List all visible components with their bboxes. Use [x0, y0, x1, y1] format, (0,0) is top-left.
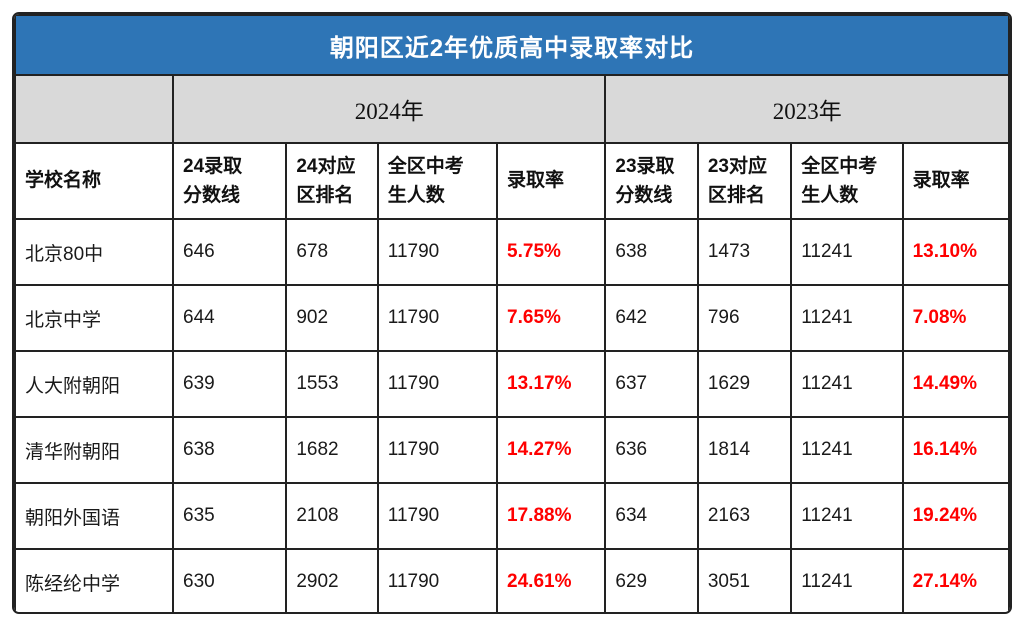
rank-cell: 1629 [696, 350, 793, 418]
rank-cell: 1682 [285, 416, 379, 484]
score-cell: 637 [604, 350, 699, 418]
page-title: 朝阳区近2年优质高中录取率对比 [14, 14, 1010, 76]
school-name-cell: 北京80中 [14, 218, 175, 286]
rank-cell: 1473 [696, 218, 793, 286]
header-school-name: 学校名称 [14, 142, 175, 220]
header-district-rank-24: 24对应 区排名 [285, 142, 379, 220]
rate-cell: 13.10% [901, 218, 1010, 286]
school-name-cell: 清华附朝阳 [14, 416, 175, 484]
table-row: 北京中学 644 902 11790 7.65% 642 796 11241 7… [14, 284, 1010, 352]
candidates-cell: 11790 [376, 416, 499, 484]
table-row: 朝阳外国语 635 2108 11790 17.88% 634 2163 112… [14, 482, 1010, 550]
score-cell: 636 [604, 416, 699, 484]
rate-cell: 7.65% [496, 284, 607, 352]
year-group-2024: 2024年 [172, 74, 607, 144]
candidates-cell: 11790 [376, 350, 499, 418]
score-cell: 638 [172, 416, 288, 484]
rate-cell: 19.24% [901, 482, 1010, 550]
score-cell: 630 [172, 548, 288, 612]
rate-cell: 27.14% [901, 548, 1010, 612]
candidates-cell: 11241 [790, 482, 904, 550]
rank-cell: 796 [696, 284, 793, 352]
score-cell: 639 [172, 350, 288, 418]
column-header-row: 学校名称 24录取 分数线 24对应 区排名 全区中考 生人数 录取率 23录取… [14, 142, 1010, 220]
rate-cell: 5.75% [496, 218, 607, 286]
header-rate-24: 录取率 [496, 142, 607, 220]
candidates-cell: 11241 [790, 284, 904, 352]
rank-cell: 2108 [285, 482, 379, 550]
rate-cell: 17.88% [496, 482, 607, 550]
score-cell: 642 [604, 284, 699, 352]
header-score-line-24: 24录取 分数线 [172, 142, 288, 220]
rate-cell: 16.14% [901, 416, 1010, 484]
candidates-cell: 11241 [790, 218, 904, 286]
header-candidates-24: 全区中考 生人数 [376, 142, 499, 220]
year-row-blank-cell [14, 74, 175, 144]
rank-cell: 1553 [285, 350, 379, 418]
candidates-cell: 11790 [376, 482, 499, 550]
candidates-cell: 11790 [376, 218, 499, 286]
rank-cell: 678 [285, 218, 379, 286]
score-cell: 629 [604, 548, 699, 612]
data-table: 朝阳区近2年优质高中录取率对比 2024年 2023年 学校名称 24录取 分数… [14, 14, 1010, 612]
admission-rate-comparison-table: 朝阳区近2年优质高中录取率对比 2024年 2023年 学校名称 24录取 分数… [12, 12, 1012, 614]
score-cell: 638 [604, 218, 699, 286]
rate-cell: 14.49% [901, 350, 1010, 418]
table-row: 北京80中 646 678 11790 5.75% 638 1473 11241… [14, 218, 1010, 286]
rank-cell: 902 [285, 284, 379, 352]
table-row: 陈经纶中学 630 2902 11790 24.61% 629 3051 112… [14, 548, 1010, 612]
header-score-line-23: 23录取 分数线 [604, 142, 699, 220]
rate-cell: 13.17% [496, 350, 607, 418]
table-row: 清华附朝阳 638 1682 11790 14.27% 636 1814 112… [14, 416, 1010, 484]
table-row: 人大附朝阳 639 1553 11790 13.17% 637 1629 112… [14, 350, 1010, 418]
score-cell: 635 [172, 482, 288, 550]
school-name-cell: 北京中学 [14, 284, 175, 352]
rank-cell: 3051 [696, 548, 793, 612]
score-cell: 634 [604, 482, 699, 550]
candidates-cell: 11790 [376, 548, 499, 612]
school-name-cell: 朝阳外国语 [14, 482, 175, 550]
header-candidates-23: 全区中考 生人数 [790, 142, 904, 220]
rate-cell: 14.27% [496, 416, 607, 484]
score-cell: 646 [172, 218, 288, 286]
score-cell: 644 [172, 284, 288, 352]
rate-cell: 24.61% [496, 548, 607, 612]
rate-cell: 7.08% [901, 284, 1010, 352]
school-name-cell: 陈经纶中学 [14, 548, 175, 612]
rank-cell: 2163 [696, 482, 793, 550]
candidates-cell: 11241 [790, 548, 904, 612]
year-group-row: 2024年 2023年 [14, 74, 1010, 144]
header-district-rank-23: 23对应 区排名 [696, 142, 793, 220]
candidates-cell: 11241 [790, 416, 904, 484]
title-row: 朝阳区近2年优质高中录取率对比 [14, 14, 1010, 76]
rank-cell: 2902 [285, 548, 379, 612]
year-group-2023: 2023年 [604, 74, 1010, 144]
rank-cell: 1814 [696, 416, 793, 484]
candidates-cell: 11241 [790, 350, 904, 418]
header-rate-23: 录取率 [901, 142, 1010, 220]
candidates-cell: 11790 [376, 284, 499, 352]
school-name-cell: 人大附朝阳 [14, 350, 175, 418]
